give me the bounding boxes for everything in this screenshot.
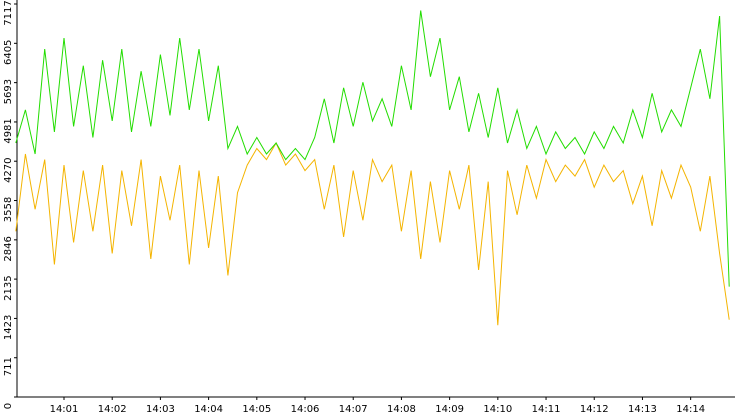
y-tick-label: 7117	[3, 0, 14, 25]
y-tick-label: 0	[3, 403, 14, 409]
x-tick-label: 14:06	[291, 404, 320, 415]
x-tick-label: 14:08	[387, 404, 416, 415]
line	[15, 141, 730, 326]
line	[15, 10, 730, 287]
x-tick-label: 14:03	[146, 404, 175, 415]
y-tick-label: 3558	[3, 197, 14, 222]
x-tick-label: 14:14	[676, 404, 705, 415]
x-tick-label: 14:09	[435, 404, 464, 415]
x-tick-label: 14:11	[532, 404, 561, 415]
y-tick-label: 711	[3, 357, 14, 376]
x-tick-label: 14:04	[194, 404, 223, 415]
x-tick-label: 14:02	[98, 404, 127, 415]
x-tick-label: 14:01	[50, 404, 79, 415]
y-tick-label: 2135	[3, 275, 14, 300]
x-tick-label: 14:13	[628, 404, 657, 415]
y-tick-label: 4270	[3, 157, 14, 182]
y-tick-label: 4981	[3, 118, 14, 143]
y-tick-label: 5693	[3, 79, 14, 104]
x-tick-label: 14:05	[242, 404, 271, 415]
y-tick-label: 2846	[3, 236, 14, 261]
y-tick-label: 6405	[3, 40, 14, 65]
x-tick-label: 14:10	[483, 404, 512, 415]
y-tick-label: 1423	[3, 315, 14, 340]
x-tick-label: 14:07	[339, 404, 368, 415]
x-tick-label: 14:12	[580, 404, 609, 415]
